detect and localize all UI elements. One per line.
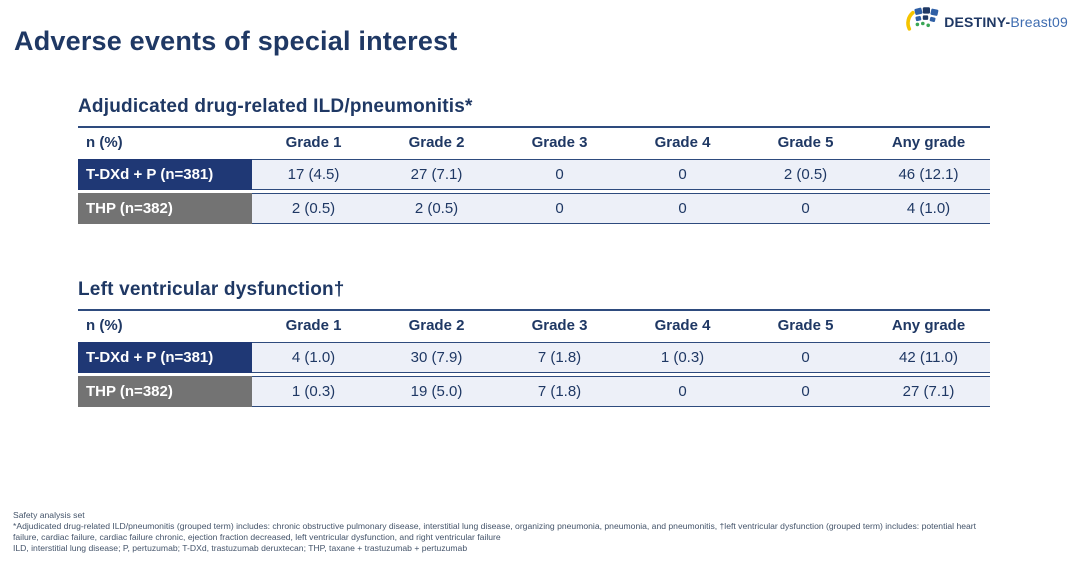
- table-row-thp: THP (n=382) 2 (0.5) 2 (0.5) 0 0 0 4 (1.0…: [78, 193, 990, 224]
- footnote-line: Safety analysis set: [13, 510, 85, 520]
- cell-value: 4 (1.0): [867, 193, 990, 224]
- cell-value: 7 (1.8): [498, 342, 621, 373]
- table-row-tdxd: T-DXd + P (n=381) 4 (1.0) 30 (7.9) 7 (1.…: [78, 342, 990, 373]
- col-header-n-pct: n (%): [78, 309, 252, 339]
- col-header-grade2: Grade 2: [375, 126, 498, 156]
- ild-table: n (%) Grade 1 Grade 2 Grade 3 Grade 4 Gr…: [78, 123, 990, 227]
- cell-value: 46 (12.1): [867, 159, 990, 190]
- lv-dysfunction-section: Left ventricular dysfunction† n (%) Grad…: [78, 279, 990, 410]
- ild-header-row: n (%) Grade 1 Grade 2 Grade 3 Grade 4 Gr…: [78, 126, 990, 156]
- col-header-grade5: Grade 5: [744, 126, 867, 156]
- footnote-line: failure, cardiac failure, cardiac failur…: [13, 532, 501, 542]
- cell-value: 27 (7.1): [375, 159, 498, 190]
- col-header-grade5: Grade 5: [744, 309, 867, 339]
- cell-value: 4 (1.0): [252, 342, 375, 373]
- col-header-grade3: Grade 3: [498, 126, 621, 156]
- cell-value: 42 (11.0): [867, 342, 990, 373]
- col-header-grade1: Grade 1: [252, 309, 375, 339]
- cell-value: 27 (7.1): [867, 376, 990, 407]
- slide-title: Adverse events of special interest: [14, 26, 458, 56]
- lv-table-title: Left ventricular dysfunction†: [78, 279, 345, 300]
- row-label-tdxd: T-DXd + P (n=381): [78, 342, 252, 373]
- cell-value: 0: [744, 376, 867, 407]
- col-header-n-pct: n (%): [78, 126, 252, 156]
- col-header-grade2: Grade 2: [375, 309, 498, 339]
- destiny-breast09-logo: DESTINY-Breast09: [903, 6, 1068, 37]
- logo-breast09-text: Breast09: [1010, 13, 1068, 30]
- cell-value: 19 (5.0): [375, 376, 498, 407]
- row-label-tdxd: T-DXd + P (n=381): [78, 159, 252, 190]
- col-header-grade4: Grade 4: [621, 309, 744, 339]
- table-row-thp: THP (n=382) 1 (0.3) 19 (5.0) 7 (1.8) 0 0…: [78, 376, 990, 407]
- destiny-fan-icon: [903, 6, 939, 37]
- logo-wordmark: DESTINY-Breast09: [944, 14, 1068, 30]
- col-header-grade1: Grade 1: [252, 126, 375, 156]
- footnote-line: ILD, interstitial lung disease; P, pertu…: [13, 543, 468, 553]
- col-header-grade3: Grade 3: [498, 309, 621, 339]
- cell-value: 2 (0.5): [744, 159, 867, 190]
- cell-value: 0: [621, 159, 744, 190]
- ild-pneumonitis-section: Adjudicated drug-related ILD/pneumonitis…: [78, 96, 990, 227]
- cell-value: 17 (4.5): [252, 159, 375, 190]
- cell-value: 0: [498, 159, 621, 190]
- col-header-grade4: Grade 4: [621, 126, 744, 156]
- cell-value: 2 (0.5): [252, 193, 375, 224]
- col-header-any-grade: Any grade: [867, 126, 990, 156]
- cell-value: 0: [744, 342, 867, 373]
- lv-table: n (%) Grade 1 Grade 2 Grade 3 Grade 4 Gr…: [78, 306, 990, 410]
- table-row-tdxd: T-DXd + P (n=381) 17 (4.5) 27 (7.1) 0 0 …: [78, 159, 990, 190]
- cell-value: 0: [621, 193, 744, 224]
- cell-value: 2 (0.5): [375, 193, 498, 224]
- logo-destiny-text: DESTINY-: [944, 13, 1011, 30]
- cell-value: 30 (7.9): [375, 342, 498, 373]
- row-label-thp: THP (n=382): [78, 193, 252, 224]
- slide-content: Adjudicated drug-related ILD/pneumonitis…: [78, 96, 990, 456]
- ild-table-title: Adjudicated drug-related ILD/pneumonitis…: [78, 96, 473, 117]
- footnote-line: *Adjudicated drug-related ILD/pneumoniti…: [13, 521, 977, 531]
- cell-value: 7 (1.8): [498, 376, 621, 407]
- cell-value: 0: [621, 376, 744, 407]
- row-label-thp: THP (n=382): [78, 376, 252, 407]
- lv-header-row: n (%) Grade 1 Grade 2 Grade 3 Grade 4 Gr…: [78, 309, 990, 339]
- cell-value: 0: [498, 193, 621, 224]
- cell-value: 1 (0.3): [252, 376, 375, 407]
- footnotes: Safety analysis set *Adjudicated drug-re…: [13, 510, 1075, 554]
- cell-value: 0: [744, 193, 867, 224]
- cell-value: 1 (0.3): [621, 342, 744, 373]
- col-header-any-grade: Any grade: [867, 309, 990, 339]
